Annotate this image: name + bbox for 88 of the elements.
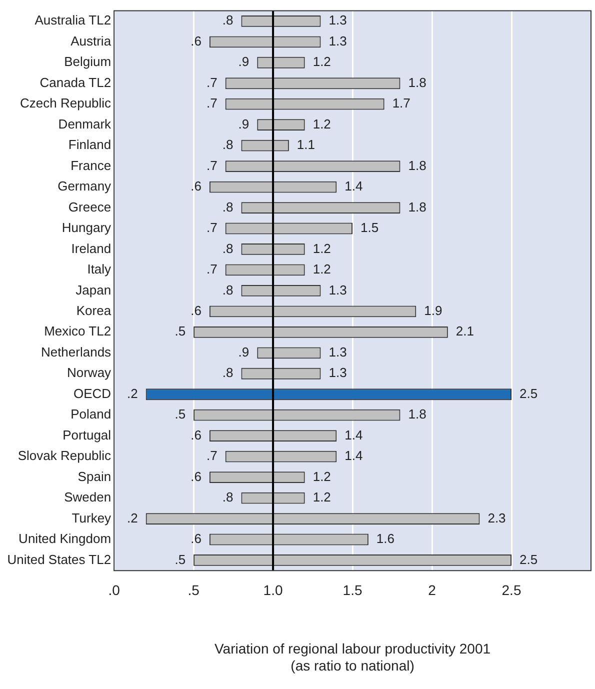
annotation: .6 [190, 33, 202, 48]
y-tick-label: Canada TL2 [40, 74, 112, 90]
annotation: 1.8 [408, 406, 426, 422]
annotation: 1.2 [312, 468, 331, 484]
y-tick-label: Netherlands [40, 344, 112, 360]
x-tick-label: .0 [108, 582, 120, 598]
x-tick-label: 2 [428, 582, 436, 598]
annotation: 1.3 [328, 33, 347, 48]
annotation: 1.5 [360, 220, 379, 236]
annotation: .7 [206, 220, 218, 236]
y-tick-label: Greece [68, 199, 112, 214]
annotation: .5 [174, 324, 186, 339]
annotation: .9 [238, 116, 250, 132]
y-tick-label: OECD [73, 386, 112, 401]
annotation: .8 [222, 137, 234, 152]
x-tick-label: 1.0 [263, 582, 283, 598]
annotation: 1.2 [312, 54, 331, 70]
annotation: 1.2 [312, 116, 331, 132]
y-tick-label: Czech Republic [20, 96, 112, 111]
annotation: 1.6 [376, 531, 395, 546]
annotation: .8 [222, 240, 234, 256]
annotation: .7 [206, 158, 218, 173]
y-tick-label: Ireland [71, 240, 112, 256]
annotation: 1.2 [312, 490, 331, 505]
annotation: 1.4 [344, 178, 363, 194]
annotation: .6 [190, 531, 202, 546]
y-tick-label: Mexico TL2 [44, 324, 112, 339]
y-tick-label: Korea [76, 303, 112, 318]
annotation: .8 [222, 365, 234, 380]
annotation: 1.4 [344, 448, 363, 464]
annotation: .9 [238, 54, 250, 70]
y-tick-label: Slovak Republic [18, 448, 112, 464]
annotation: .6 [190, 427, 202, 442]
annotation: 2.1 [456, 324, 474, 339]
annotation: .6 [190, 178, 202, 194]
annotation: 1.9 [424, 303, 442, 318]
y-tick-label: Poland [70, 406, 112, 422]
annotation: 2.5 [520, 386, 538, 401]
y-tick-label: France [70, 158, 112, 173]
y-tick-label: Italy [87, 262, 112, 277]
annotation: .7 [206, 74, 218, 90]
x-tick-label: 2.5 [502, 582, 522, 598]
y-tick-label: Turkey [72, 510, 112, 526]
annotation: .5 [174, 552, 186, 567]
x-tick-label: .5 [188, 582, 200, 598]
annotation: 1.7 [392, 96, 410, 111]
annotation: 2.3 [488, 510, 506, 526]
annotation: 1.3 [328, 344, 347, 360]
annotation: .8 [222, 490, 234, 505]
y-tick-label: Austria [70, 33, 112, 48]
annotation: 2.5 [520, 552, 538, 567]
x-tick-label: 1.5 [342, 582, 362, 598]
annotation: 1.2 [312, 240, 331, 256]
y-tick-label: Spain [78, 468, 112, 484]
y-tick-label: Hungary [62, 220, 112, 236]
annotation: 1.3 [328, 365, 347, 380]
y-tick-label: United States TL2 [7, 552, 112, 567]
annotation: .7 [206, 96, 218, 111]
y-tick-label: Germany [58, 178, 112, 194]
x-axis-title: Variation of regional labour productivity 2001 (as ratio to national) [214, 640, 491, 674]
annotation: .2 [127, 386, 138, 401]
annotation: 1.2 [312, 262, 331, 277]
y-tick-label: Japan [76, 282, 112, 298]
y-tick-label: Portugal [62, 427, 112, 442]
annotation: .8 [222, 282, 234, 298]
annotation: .6 [190, 303, 202, 318]
annotation: .6 [190, 468, 202, 484]
annotation: 1.8 [408, 199, 426, 214]
annotation: .2 [127, 510, 138, 526]
y-tick-label: Australia TL2 [34, 12, 112, 28]
annotation: .9 [238, 344, 250, 360]
annotation: .7 [206, 262, 218, 277]
annotation: .5 [174, 406, 186, 422]
annotation: 1.3 [328, 12, 347, 28]
annotation: .7 [206, 448, 218, 464]
annotation: 1.8 [408, 158, 426, 173]
annotation: 1.1 [296, 137, 316, 152]
annotation: 1.8 [408, 74, 426, 90]
y-tick-label: Belgium [64, 54, 112, 70]
y-tick-label: Finland [68, 137, 112, 152]
annotation: .8 [222, 199, 234, 214]
annotation: 1.3 [328, 282, 347, 298]
annotation: 1.4 [344, 427, 363, 442]
y-tick-label: United Kingdom [18, 531, 112, 546]
y-tick-label: Norway [66, 365, 112, 380]
y-tick-label: Sweden [64, 490, 112, 505]
y-tick-label: Denmark [58, 116, 112, 132]
annotation: .8 [222, 12, 234, 28]
